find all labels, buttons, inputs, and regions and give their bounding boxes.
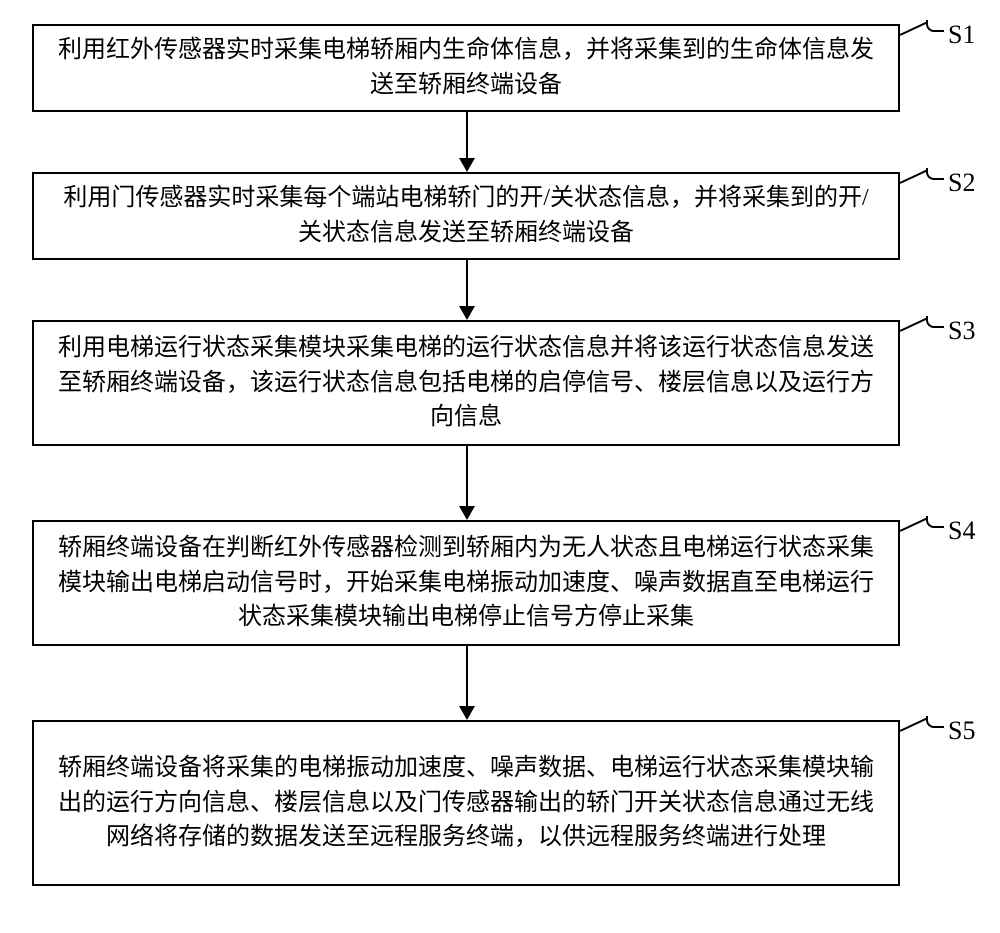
step-text: 利用红外传感器实时采集电梯轿厢内生命体信息，并将采集到的生命体信息发送至轿厢终端… [54,33,878,103]
flowchart-step-s5: 轿厢终端设备将采集的电梯振动加速度、噪声数据、电梯运行状态采集模块输出的运行方向… [32,720,900,886]
arrow-head-icon [459,706,475,720]
label-connector-tip [926,316,944,328]
label-connector-tip [926,716,944,728]
label-connector-tip [926,168,944,180]
flowchart-step-s4: 轿厢终端设备在判断红外传感器检测到轿厢内为无人状态且电梯运行状态采集模块输出电梯… [32,520,900,646]
arrow-shaft [466,260,468,306]
arrow-shaft [466,646,468,706]
arrow-head-icon [459,158,475,172]
step-text: 利用电梯运行状态采集模块采集电梯的运行状态信息并将该运行状态信息发送至轿厢终端设… [54,331,878,435]
step-text: 轿厢终端设备在判断红外传感器检测到轿厢内为无人状态且电梯运行状态采集模块输出电梯… [54,531,878,635]
arrow-head-icon [459,306,475,320]
step-label-s5: S5 [948,716,975,746]
step-label-s4: S4 [948,516,975,546]
arrow-shaft [466,446,468,506]
arrow-shaft [466,112,468,158]
arrow-head-icon [459,506,475,520]
label-connector [900,169,928,183]
step-label-s1: S1 [948,20,975,50]
step-text: 轿厢终端设备将采集的电梯振动加速度、噪声数据、电梯运行状态采集模块输出的运行方向… [54,751,878,855]
label-connector-tip [926,20,944,32]
flowchart-step-s3: 利用电梯运行状态采集模块采集电梯的运行状态信息并将该运行状态信息发送至轿厢终端设… [32,320,900,446]
step-label-s3: S3 [948,316,975,346]
label-connector [900,317,928,331]
step-text: 利用门传感器实时采集每个端站电梯轿门的开/关状态信息，并将采集到的开/关状态信息… [54,181,878,251]
step-label-s2: S2 [948,168,975,198]
label-connector [900,21,928,35]
label-connector [900,517,928,531]
flowchart-step-s1: 利用红外传感器实时采集电梯轿厢内生命体信息，并将采集到的生命体信息发送至轿厢终端… [32,24,900,112]
flowchart-step-s2: 利用门传感器实时采集每个端站电梯轿门的开/关状态信息，并将采集到的开/关状态信息… [32,172,900,260]
label-connector-tip [926,516,944,528]
label-connector [900,717,928,731]
